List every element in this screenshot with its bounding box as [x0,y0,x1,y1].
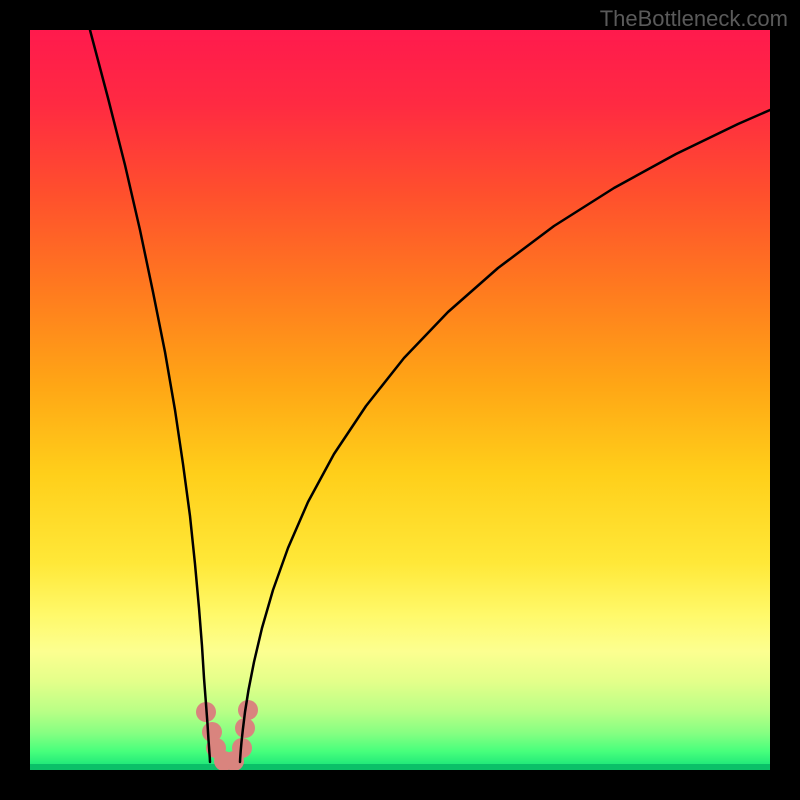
watermark-text: TheBottleneck.com [600,6,788,32]
right-curve [240,110,770,762]
left-curve [90,30,210,762]
valley-marker [238,700,258,720]
curves-layer [30,30,770,770]
chart-container: TheBottleneck.com [0,0,800,800]
plot-area [30,30,770,770]
